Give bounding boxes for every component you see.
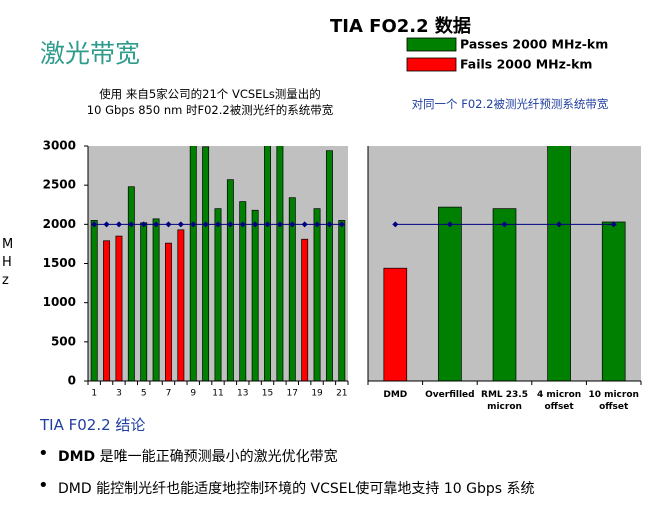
reference-marker [252, 221, 259, 228]
y-tick-label: 2000 [43, 217, 76, 231]
bar [276, 146, 284, 381]
reference-marker [177, 221, 184, 228]
reference-marker [103, 221, 110, 228]
x-tick-label: Overfilled [425, 390, 475, 400]
x-tick-label: 17 [287, 389, 298, 399]
y-tick-label: 2500 [43, 178, 76, 192]
reference-marker [276, 221, 283, 228]
y-tick-label: 3000 [43, 139, 76, 153]
reference-marker [153, 221, 160, 228]
x-tick-label: DMD [383, 390, 408, 400]
slide-title: 激光带宽 [40, 39, 141, 68]
bar [264, 146, 271, 381]
main-title: TIA FO2.2 数据 [330, 16, 471, 37]
x-tick-label: 9 [190, 389, 196, 399]
bar [177, 229, 185, 381]
subtitle-line: 使用 来自5家公司的21个 VCSELs测量出的 [99, 87, 321, 101]
y-tick-label: 500 [51, 334, 76, 348]
reference-marker [610, 221, 617, 228]
bar [288, 197, 296, 381]
bar [547, 146, 571, 381]
reference-marker [326, 221, 333, 228]
reference-marker [91, 221, 98, 228]
bar [152, 218, 160, 381]
bar [90, 220, 98, 381]
legend-swatch [406, 57, 457, 72]
reference-marker [215, 221, 221, 228]
bullet-text: 是唯一能正确预测最小的激光优化带宽 [95, 449, 338, 465]
plot [90, 146, 346, 381]
x-tick-label: 15 [262, 389, 273, 399]
y-tick-label: 0 [68, 374, 76, 388]
subtitle-line: 10 Gbps 850 nm 时F02.2被测光纤的系统带宽 [86, 103, 334, 117]
reference-marker [190, 221, 197, 228]
bullet-text: DMD 能控制光纤也能适度地控制环境的 VCSEL使可靠地支持 10 Gbps … [58, 481, 535, 497]
x-tick-label: 11 [212, 389, 223, 399]
bar [140, 222, 148, 381]
bar [239, 201, 247, 381]
reference-marker [140, 221, 147, 228]
bar [338, 220, 346, 381]
bar [127, 186, 135, 381]
bullet-bold: DMD [58, 449, 96, 465]
x-tick-label: 13 [237, 389, 248, 399]
bar [226, 179, 234, 381]
reference-marker [202, 221, 209, 228]
legend-label: Passes 2000 MHz-km [460, 37, 608, 52]
bar [115, 235, 123, 381]
x-tick-label: 3 [116, 389, 122, 399]
reference-marker [446, 221, 453, 228]
bar [251, 209, 259, 381]
reference-marker [501, 221, 508, 228]
x-tick-label: 1 [91, 389, 97, 399]
chart-subtitle: 使用 来自5家公司的21个 VCSELs测量出的 10 Gbps 850 nm 时… [60, 86, 360, 118]
reference-marker [338, 221, 345, 228]
reference-marker [264, 221, 271, 228]
reference-marker [115, 221, 122, 228]
x-tick-label: 4 micron offset [536, 390, 582, 412]
conclusion-heading: TIA F02.2 结论 [40, 416, 146, 434]
reference-marker [239, 221, 246, 228]
reference-marker [165, 221, 172, 228]
y-tick-label: 1000 [43, 295, 76, 309]
reference-marker [392, 221, 399, 228]
x-tick-label: 21 [336, 389, 347, 399]
x-tick-label: 10 micron offset [588, 390, 639, 412]
bar [325, 150, 333, 381]
reference-marker [128, 221, 135, 228]
bar [383, 267, 408, 381]
bar [214, 208, 222, 381]
bar [202, 146, 210, 381]
subtitle-line: 对同一个 F02.2被测光纤预测系统带宽 [411, 97, 609, 111]
x-tick-label: 7 [166, 389, 172, 399]
bar [301, 238, 309, 381]
bar [103, 240, 111, 381]
y-tick-label: 1500 [43, 256, 76, 270]
x-tick-label: 19 [311, 389, 323, 399]
reference-marker [227, 221, 234, 228]
bar [438, 206, 462, 381]
bullet: DMD 是唯一能正确预测最小的激光优化带宽 [38, 443, 338, 466]
reference-marker [301, 221, 308, 228]
bar [492, 208, 517, 381]
bar [165, 242, 172, 381]
x-tick-label: 5 [141, 389, 147, 399]
bar [189, 146, 197, 381]
y-axis-label: MHz [2, 237, 14, 288]
bar [601, 221, 626, 381]
plot [383, 146, 626, 381]
legend-label: Fails 2000 MHz-km [460, 57, 592, 72]
x-tick-label: RML 23.5 micron [481, 390, 528, 412]
reference-marker [556, 221, 563, 228]
bullet: DMD 能控制光纤也能适度地控制环境的 VCSEL使可靠地支持 10 Gbps … [38, 475, 535, 498]
reference-marker [289, 221, 296, 228]
chart-subtitle: 对同一个 F02.2被测光纤预测系统带宽 [380, 96, 640, 112]
legend-swatch [406, 37, 457, 52]
bar [313, 208, 321, 381]
reference-marker [314, 221, 321, 228]
